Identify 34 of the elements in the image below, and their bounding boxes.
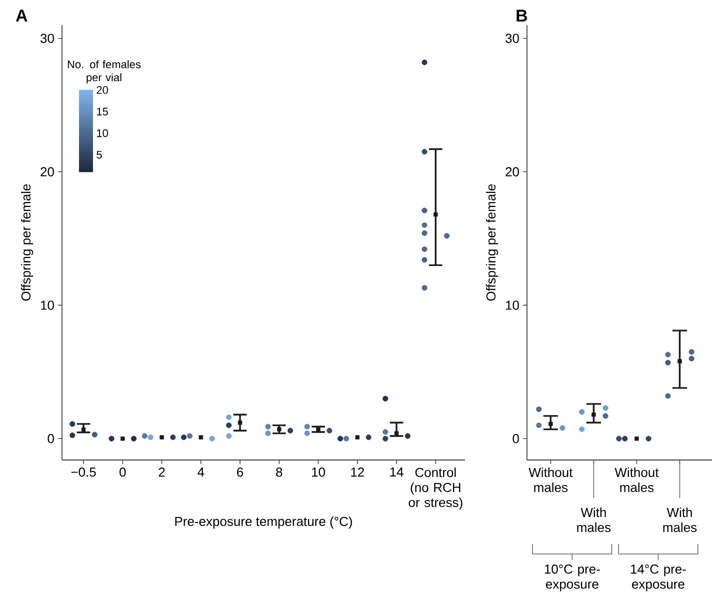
x-tick-label: 10 (312, 468, 326, 477)
annotation: 10 (97, 129, 108, 138)
chart-title: A (16, 10, 28, 22)
y-tick-label: 20 (40, 167, 54, 176)
y-axis-title: Offspring per female (486, 184, 498, 301)
y-tick-label: 30 (40, 34, 54, 43)
x-tick-label: With males (577, 508, 611, 532)
chart-title: B (516, 10, 528, 22)
text: 10°C pre-exposure (544, 564, 600, 592)
annotation: 20 (96, 86, 108, 94)
y-tick-label: 30 (506, 34, 519, 43)
x-tick-label: 2 (158, 468, 165, 477)
y-tick-label: 10 (41, 300, 54, 310)
x-tick-label: 6 (237, 468, 244, 477)
x-axis-title: Pre-exposure temperature (°C) (175, 516, 352, 529)
y-tick-label: 10 (506, 300, 519, 310)
y-axis-title: Offspring per female (21, 184, 34, 301)
color-bar-title: No. of females per vial (68, 60, 141, 84)
x-tick-label: With males (663, 508, 697, 532)
x-tick-label: 0 (120, 468, 126, 477)
y-tick-label: 0 (512, 434, 519, 444)
y-tick-label: 0 (48, 434, 54, 444)
y-tick-label: 20 (506, 167, 519, 176)
x-tick-label: Without males (528, 468, 573, 492)
annotation: 15 (97, 108, 108, 116)
annotation: 5 (96, 150, 102, 159)
x-tick-label: Control (no RCH or stress) (408, 468, 462, 510)
x-tick-label: Without males (614, 468, 659, 492)
x-tick-label: 8 (276, 468, 282, 477)
x-tick-label: −0.5 (71, 468, 96, 477)
x-tick-label: 12 (351, 468, 364, 477)
text: 14°C pre-exposure (630, 564, 686, 592)
x-tick-label: 14 (390, 468, 404, 476)
x-tick-label: 4 (198, 468, 204, 476)
